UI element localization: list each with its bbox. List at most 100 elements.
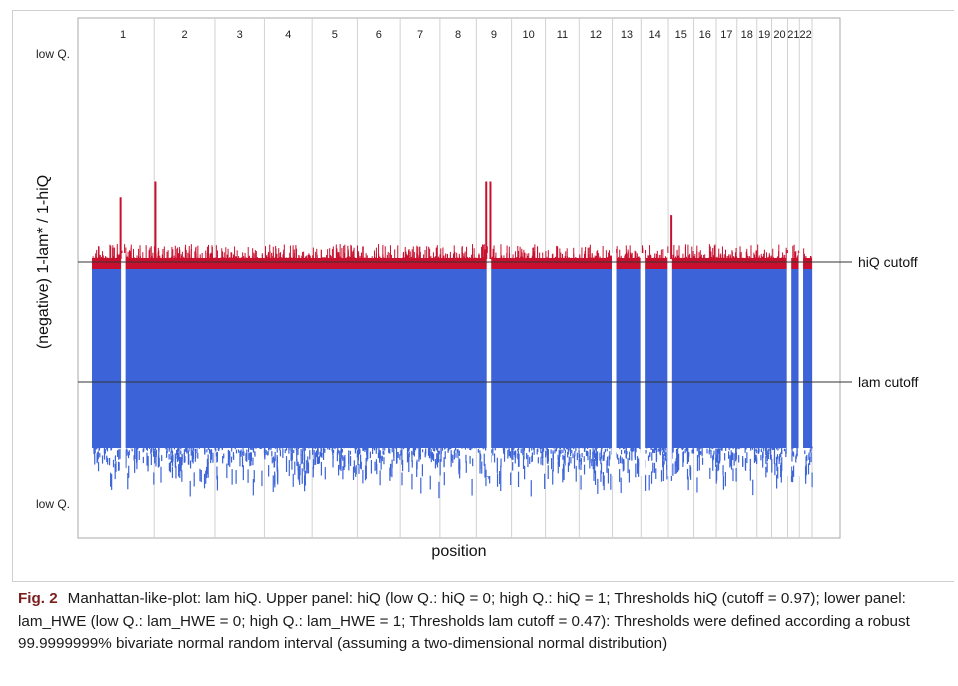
lam-point [159,446,161,448]
lam-point [595,453,597,466]
lam-point [434,446,436,449]
lam-point [766,462,768,473]
lam-point [603,451,605,457]
lam-point [619,455,622,464]
hiq-point [279,252,281,259]
hiq-series-band [92,258,812,269]
hiq-point [661,257,663,259]
lam-point [304,454,306,470]
data-gap [786,253,792,476]
lam-point [715,446,717,448]
lam-point [339,450,341,463]
lam-point [500,476,502,492]
lam-point [391,463,393,478]
lam-point [653,446,656,448]
lam-point [490,446,493,448]
lam-point [170,446,172,448]
lam-point [753,449,756,464]
lam-point [450,455,452,467]
hiq-point [236,250,238,259]
hiq-point [354,257,356,259]
lam-point [395,446,397,449]
lam-point [574,450,576,457]
lam-point [416,446,419,449]
lam-point [281,446,284,448]
lam-point [457,446,460,449]
chromosome-label: 17 [720,29,732,41]
lam-point [375,459,378,471]
lam-point [440,450,442,454]
lam-point [446,446,448,448]
hiq-point [278,248,280,259]
lam-point [261,470,263,487]
lam-point [426,446,428,448]
hiq-point [676,249,678,259]
lam-point [592,448,594,453]
lam-point [485,446,487,448]
lam-point [106,455,108,462]
lam-point [648,475,650,491]
lam-point [797,446,799,449]
lam-point [512,462,514,471]
lam-point [440,447,442,462]
lam-point [602,455,604,461]
hiq-point [714,246,716,259]
lam-point [671,450,673,459]
lam-point [803,446,805,448]
hiq-point [394,249,396,259]
hiq-point [343,254,345,259]
lam-point [307,461,309,474]
lam-point [715,457,717,468]
lam-point [267,447,270,450]
lam-point [626,446,628,448]
hiq-point [610,257,612,259]
lam-point [699,450,701,455]
lam-point [335,446,337,448]
lam-point [242,451,244,456]
lam-point [749,468,751,481]
lam-point [348,450,350,464]
lam-point [749,458,751,471]
lam-point [195,451,197,458]
lam-point [776,459,778,472]
lam-point [603,475,605,491]
lam-point [550,446,552,448]
lam-point [570,457,572,464]
lam-point [459,446,461,448]
hiq-point [219,257,221,259]
hiq-point [468,257,470,259]
lam-point [625,446,627,449]
hiq-point [109,244,111,259]
hiq-point [481,244,483,259]
hiq-point [397,245,399,259]
lam-point [260,446,263,449]
hiq-point [105,257,107,259]
hiq-point [242,252,244,259]
hiq-point [101,256,103,259]
lam-point [775,446,777,448]
lam-point [540,448,542,454]
hiq-point [405,257,407,259]
hiq-point [113,247,115,259]
hiq-point [763,249,765,259]
hiq-point [696,245,698,259]
lam-point [777,466,779,479]
lam-point [365,458,367,467]
lam-point [418,447,420,462]
hiq-point [125,254,127,259]
hiq-point [638,256,640,259]
hiq-point [594,255,596,259]
lam-point [715,468,717,484]
hiq-point [252,248,254,259]
hiq-point [313,257,315,259]
hiq-point [699,250,701,259]
hiq-point [785,247,787,259]
lam-point [270,447,272,451]
hiq-point [503,255,505,259]
lam-point [717,446,720,448]
lam-point [617,446,619,448]
lam-point [807,463,810,475]
hiq-point [735,257,737,259]
lam-point [400,450,402,456]
lam-point [727,446,729,448]
